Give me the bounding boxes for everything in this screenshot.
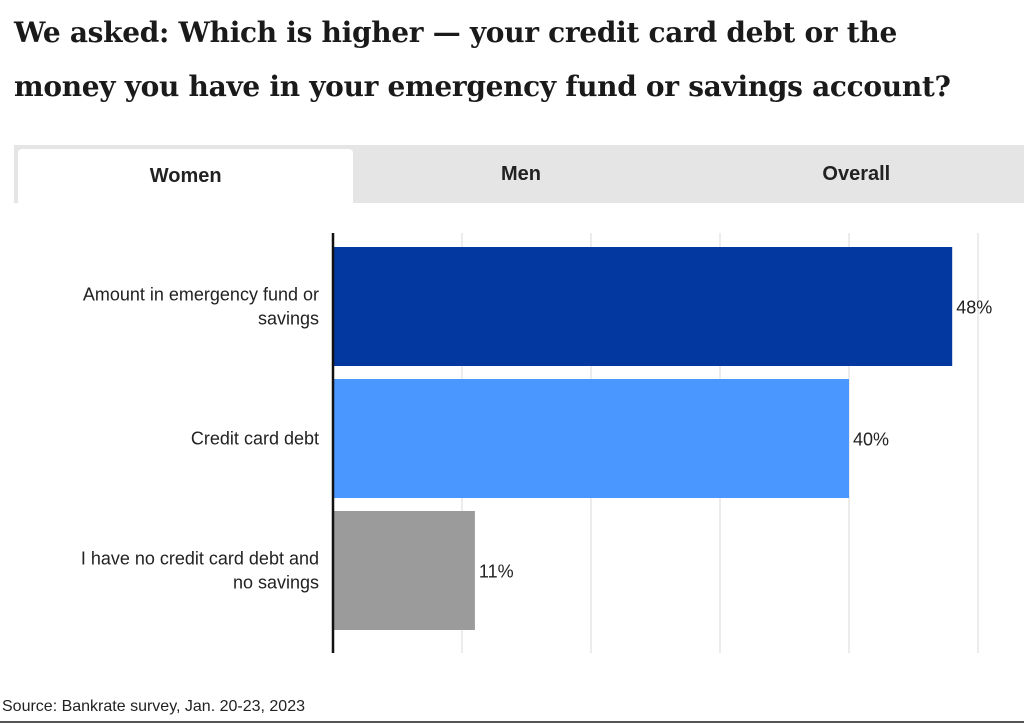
tab-women[interactable]: Women xyxy=(18,149,354,203)
tab-overall[interactable]: Overall xyxy=(822,162,891,185)
data-label: 40% xyxy=(853,430,889,450)
data-label: 48% xyxy=(956,298,992,318)
bar xyxy=(333,247,953,366)
category-label: Amount in emergency fund or savings xyxy=(83,285,319,329)
chart-title: We asked: Which is higher — your credit … xyxy=(14,16,951,103)
tab-men[interactable]: Men xyxy=(500,162,541,185)
bar-chart: 48% Amount in emergency fund or savings 40%… xyxy=(81,233,992,653)
bar xyxy=(333,511,475,630)
bar xyxy=(333,379,849,498)
source-note: Source: Bankrate survey, Jan. 20-23, 202… xyxy=(2,698,305,715)
category-label: Credit card debt xyxy=(191,429,319,449)
category-label: I have no credit card debt and no savings xyxy=(81,549,319,593)
bottom-rule xyxy=(0,721,1024,723)
tab-bar: Women Men Overall xyxy=(14,145,1024,203)
data-label: 11% xyxy=(479,562,514,582)
